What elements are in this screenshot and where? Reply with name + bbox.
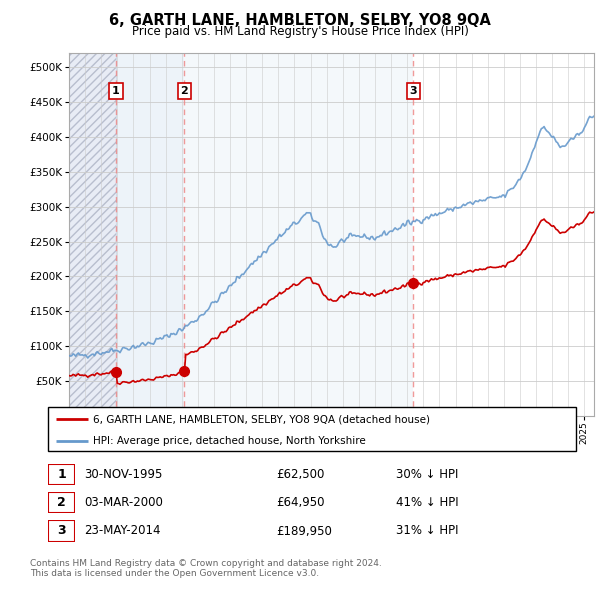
FancyBboxPatch shape	[48, 520, 75, 542]
Text: £64,950: £64,950	[276, 496, 325, 509]
Text: 1: 1	[112, 86, 120, 96]
Text: 3: 3	[57, 525, 66, 537]
Text: £189,950: £189,950	[276, 525, 332, 537]
Text: 30-NOV-1995: 30-NOV-1995	[84, 468, 163, 481]
FancyBboxPatch shape	[48, 407, 576, 451]
Text: £62,500: £62,500	[276, 468, 325, 481]
Bar	[184, 53, 413, 416]
Text: 6, GARTH LANE, HAMBLETON, SELBY, YO8 9QA (detached house): 6, GARTH LANE, HAMBLETON, SELBY, YO8 9QA…	[93, 415, 430, 424]
Text: 31% ↓ HPI: 31% ↓ HPI	[396, 525, 458, 537]
Bar	[116, 53, 184, 416]
Text: 03-MAR-2000: 03-MAR-2000	[84, 496, 163, 509]
Text: 1: 1	[57, 468, 66, 481]
Text: 41% ↓ HPI: 41% ↓ HPI	[396, 496, 458, 509]
Text: 6, GARTH LANE, HAMBLETON, SELBY, YO8 9QA: 6, GARTH LANE, HAMBLETON, SELBY, YO8 9QA	[109, 13, 491, 28]
Text: Price paid vs. HM Land Registry's House Price Index (HPI): Price paid vs. HM Land Registry's House …	[131, 25, 469, 38]
Text: 3: 3	[410, 86, 417, 96]
Text: Contains HM Land Registry data © Crown copyright and database right 2024.: Contains HM Land Registry data © Crown c…	[30, 559, 382, 568]
Text: HPI: Average price, detached house, North Yorkshire: HPI: Average price, detached house, Nort…	[93, 436, 365, 445]
Text: 30% ↓ HPI: 30% ↓ HPI	[396, 468, 458, 481]
Text: 2: 2	[57, 496, 66, 509]
FancyBboxPatch shape	[48, 492, 75, 513]
Text: 23-MAY-2014: 23-MAY-2014	[84, 525, 161, 537]
Text: 2: 2	[181, 86, 188, 96]
Text: This data is licensed under the Open Government Licence v3.0.: This data is licensed under the Open Gov…	[30, 569, 319, 578]
FancyBboxPatch shape	[48, 464, 75, 485]
Bar	[69, 53, 116, 416]
